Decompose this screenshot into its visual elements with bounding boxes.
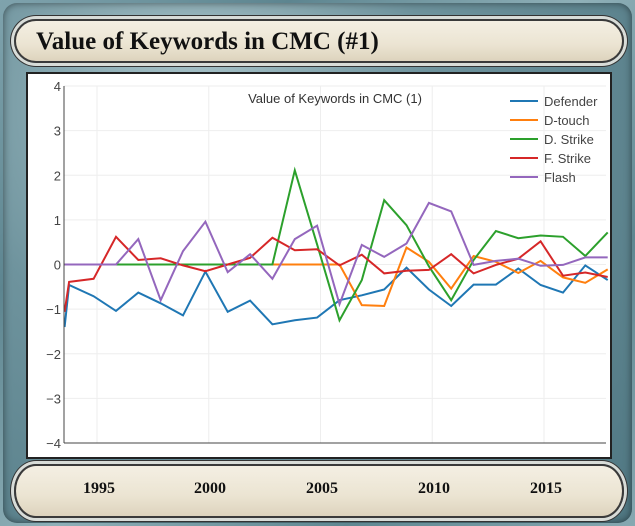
legend-label: D-touch	[544, 113, 590, 128]
y-tick-label: 2	[54, 168, 61, 183]
y-tick-label: −2	[46, 347, 61, 362]
year-label: 2015	[530, 480, 562, 497]
y-tick-label: 3	[54, 124, 61, 139]
y-tick-label: 4	[54, 79, 61, 94]
y-tick-label: −3	[46, 391, 61, 406]
legend-label: Flash	[544, 170, 576, 185]
legend-label: D. Strike	[544, 132, 594, 147]
series-line-defender	[63, 264, 609, 328]
legend-label: Defender	[544, 94, 598, 109]
page-title: Value of Keywords in CMC (#1)	[36, 28, 379, 55]
y-tick-label: −1	[46, 302, 61, 317]
series-line-d-strike	[64, 166, 609, 323]
y-tick-label: 0	[54, 258, 61, 273]
chart-title: Value of Keywords in CMC (1)	[248, 91, 422, 106]
y-tick-label: 1	[54, 213, 61, 228]
legend-label: F. Strike	[544, 151, 591, 166]
title-bar: Value of Keywords in CMC (#1)	[14, 19, 624, 63]
year-label: 2000	[194, 480, 226, 497]
year-label: 1995	[83, 480, 115, 497]
year-label: 2010	[418, 480, 450, 497]
year-bar: 1995 2000 2005 2010 2015	[14, 464, 624, 518]
year-label: 2005	[306, 480, 338, 497]
series-line-flash	[64, 201, 608, 308]
y-tick-label: −4	[46, 436, 61, 451]
